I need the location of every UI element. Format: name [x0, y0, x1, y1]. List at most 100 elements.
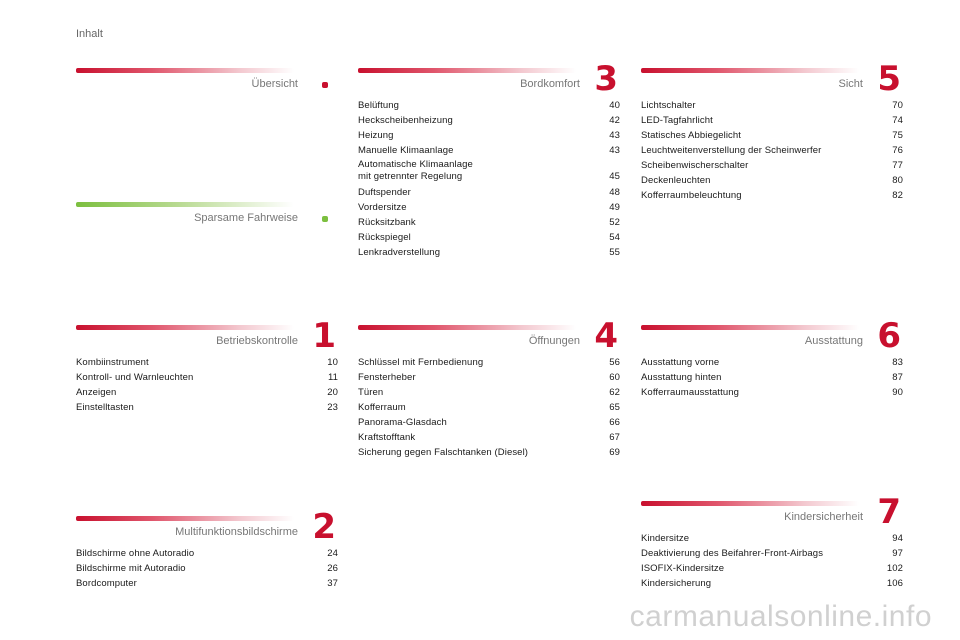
toc-entry-page: 75: [892, 130, 903, 141]
toc-entry-page: 55: [609, 247, 620, 258]
toc-entry-page: 42: [609, 115, 620, 126]
toc-entry-label: Rückspiegel: [358, 232, 411, 243]
toc-entry-page: 77: [892, 160, 903, 171]
toc-entry[interactable]: Ausstattung hinten 87: [641, 370, 903, 385]
toc-entry-label: Duftspender: [358, 187, 411, 198]
toc-entry[interactable]: Sicherung gegen Falschtanken (Diesel) 69: [358, 445, 620, 460]
toc-entry[interactable]: Lenkradverstellung 55: [358, 245, 620, 260]
toc-entry[interactable]: Bordcomputer 37: [76, 576, 338, 591]
section-bar: [76, 202, 294, 207]
toc-entry[interactable]: Kofferraumbeleuchtung 82: [641, 188, 903, 203]
toc-entry[interactable]: Kraftstofftank 67: [358, 430, 620, 445]
toc-entry[interactable]: Kindersicherung 106: [641, 576, 903, 591]
toc-entry-page: 97: [892, 548, 903, 559]
section-title: Bordkomfort: [520, 78, 580, 90]
toc-entry-label: Einstelltasten: [76, 402, 134, 413]
toc-entry-label: Bordcomputer: [76, 578, 137, 589]
toc-entry[interactable]: Kofferraumausstattung 90: [641, 385, 903, 400]
toc-entry[interactable]: ISOFIX-Kindersitze 102: [641, 561, 903, 576]
section-sicht: Sicht 5 Lichtschalter 70 LED-Tagfahrlicht 7…: [641, 62, 903, 208]
toc-entry[interactable]: Heizung 43: [358, 128, 620, 143]
toc-entry[interactable]: Belüftung 40: [358, 98, 620, 113]
toc-entry-page: 82: [892, 190, 903, 201]
toc-entry[interactable]: Bildschirme ohne Autoradio 24: [76, 546, 338, 561]
toc-entry[interactable]: LED-Tagfahrlicht 74: [641, 113, 903, 128]
toc-entry-label: Schlüssel mit Fernbedienung: [358, 357, 484, 368]
toc-entry[interactable]: Anzeigen 20: [76, 385, 338, 400]
toc-list: Kombiinstrument 10 Kontroll- und Warnleuch…: [76, 355, 338, 415]
toc-entry[interactable]: Manuelle Klimaanlage 43: [358, 143, 620, 158]
toc-entry-label: Kindersitze: [641, 533, 690, 544]
toc-entry-page: 76: [892, 145, 903, 156]
toc-list: Belüftung 40 Heckscheibenheizung 42 Heizung 4…: [358, 98, 620, 260]
toc-entry[interactable]: Lichtschalter 70: [641, 98, 903, 113]
toc-entry-label: Türen: [358, 387, 384, 398]
toc-entry[interactable]: Kombiinstrument 10: [76, 355, 338, 370]
toc-entry[interactable]: Scheibenwischerschalter 77: [641, 158, 903, 173]
toc-entry[interactable]: Kontroll- und Warnleuchten 11: [76, 370, 338, 385]
toc-entry-page: 87: [892, 372, 903, 383]
section-title: Sparsame Fahrweise: [194, 212, 298, 224]
section-sparsame-fahrweise: Sparsame Fahrweise: [76, 202, 338, 232]
toc-entry[interactable]: Statisches Abbiegelicht 75: [641, 128, 903, 143]
toc-entry-label: Deckenleuchten: [641, 175, 711, 186]
toc-entry-label: Bildschirme ohne Autoradio: [76, 548, 195, 559]
toc-entry[interactable]: Einstelltasten 23: [76, 400, 338, 415]
toc-entry[interactable]: Heckscheibenheizung 42: [358, 113, 620, 128]
toc-entry[interactable]: Fensterheber 60: [358, 370, 620, 385]
toc-entry-label: Kofferraum: [358, 402, 406, 413]
section-ausstattung: Ausstattung 6 Ausstattung vorne 83 Ausstat…: [641, 319, 903, 405]
section-title: Kindersicherheit: [784, 511, 863, 523]
toc-entry[interactable]: Deckenleuchten 80: [641, 173, 903, 188]
toc-entry-page: 52: [609, 217, 620, 228]
toc-entry[interactable]: Leuchtweitenverstellung der Scheinwerfer…: [641, 143, 903, 158]
toc-entry-label: Kontroll- und Warnleuchten: [76, 372, 194, 383]
toc-entry-label: Heizung: [358, 130, 394, 141]
toc-entry[interactable]: Duftspender 48: [358, 185, 620, 200]
bullet-marker-icon: [322, 216, 328, 222]
toc-entry-page: 23: [327, 402, 338, 413]
toc-entry-page: 37: [327, 578, 338, 589]
toc-entry-page: 26: [327, 563, 338, 574]
toc-entry[interactable]: Automatische Klimaanlage mit getrennter …: [358, 159, 620, 182]
toc-entry-page: 94: [892, 533, 903, 544]
toc-entry-label: Ausstattung hinten: [641, 372, 722, 383]
section-title: Öffnungen: [528, 335, 580, 347]
toc-entry-page: 65: [609, 402, 620, 413]
toc-entry[interactable]: Schlüssel mit Fernbedienung 56: [358, 355, 620, 370]
toc-entry[interactable]: Türen 62: [358, 385, 620, 400]
section-number: 6: [877, 316, 901, 356]
section-number: 4: [594, 316, 618, 356]
section-number: 2: [312, 507, 336, 547]
toc-entry-page: 11: [327, 372, 338, 383]
toc-entry-label: Rücksitzbank: [358, 217, 416, 228]
toc-entry-page: 43: [609, 130, 620, 141]
toc-entry-page: 43: [609, 145, 620, 156]
toc-entry[interactable]: Deaktivierung des Beifahrer-Front-Airbag…: [641, 546, 903, 561]
toc-entry[interactable]: Vordersitze 49: [358, 200, 620, 215]
section-bar: [76, 516, 294, 521]
toc-entry-label: ISOFIX-Kindersitze: [641, 563, 725, 574]
bullet-marker-icon: [322, 82, 328, 88]
toc-entry[interactable]: Bildschirme mit Autoradio 26: [76, 561, 338, 576]
toc-entry-label: Kofferraumausstattung: [641, 387, 740, 398]
watermark: carmanualsonline.info: [629, 600, 932, 633]
section-kindersicherheit: Kindersicherheit 7 Kindersitze 94 Deaktivi…: [641, 495, 903, 596]
toc-entry-label: Automatische Klimaanlage mit getrennter …: [358, 159, 473, 182]
toc-entry-page: 60: [609, 372, 620, 383]
toc-entry[interactable]: Panorama-Glasdach 66: [358, 415, 620, 430]
toc-entry-page: 66: [609, 417, 620, 428]
toc-entry-label: LED-Tagfahrlicht: [641, 115, 713, 126]
toc-entry-page: 70: [892, 100, 903, 111]
section-number: 3: [594, 59, 618, 99]
toc-entry[interactable]: Ausstattung vorne 83: [641, 355, 903, 370]
toc-entry[interactable]: Kindersitze 94: [641, 531, 903, 546]
section-title: Ausstattung: [804, 335, 863, 347]
toc-entry[interactable]: Kofferraum 65: [358, 400, 620, 415]
toc-list: Ausstattung vorne 83 Ausstattung hinten 87 K…: [641, 355, 903, 400]
toc-entry-page: 54: [609, 232, 620, 243]
toc-entry-label: Lichtschalter: [641, 100, 696, 111]
toc-entry[interactable]: Rückspiegel 54: [358, 230, 620, 245]
toc-entry[interactable]: Rücksitzbank 52: [358, 215, 620, 230]
toc-entry-page: 62: [609, 387, 620, 398]
